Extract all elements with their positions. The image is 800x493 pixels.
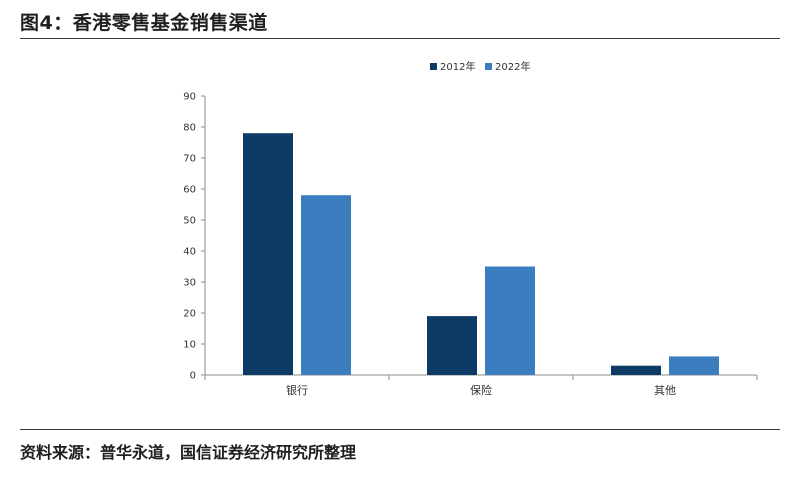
legend-swatch: [485, 63, 492, 70]
legend-label: 2012年: [440, 60, 475, 73]
y-tick-label: 80: [183, 123, 196, 134]
x-category-label: 银行: [286, 383, 308, 397]
y-tick-label: 70: [183, 154, 196, 165]
x-category-label: 保险: [470, 383, 492, 397]
y-tick-label: 30: [183, 278, 196, 289]
legend-swatch: [430, 63, 437, 70]
bar-series2: [669, 356, 719, 375]
bar-series2: [485, 266, 535, 375]
y-tick-label: 90: [183, 92, 196, 103]
bar-series1: [427, 316, 477, 375]
source-divider: [20, 429, 780, 430]
figure-title: 图4：香港零售基金销售渠道: [20, 12, 268, 34]
y-tick-label: 10: [183, 340, 196, 351]
y-tick-label: 20: [183, 309, 196, 320]
title-divider: [20, 38, 780, 39]
y-tick-label: 0: [190, 371, 196, 382]
y-tick-label: 40: [183, 247, 196, 258]
x-category-label: 其他: [654, 384, 676, 397]
bar-series1: [243, 133, 293, 375]
bar-series2: [301, 195, 351, 375]
y-tick-label: 60: [183, 185, 196, 196]
source-note: 资料来源：普华永道，国信证券经济研究所整理: [20, 443, 357, 462]
y-tick-label: 50: [183, 216, 196, 227]
bar-series1: [611, 365, 661, 375]
legend-label: 2022年: [495, 60, 530, 73]
